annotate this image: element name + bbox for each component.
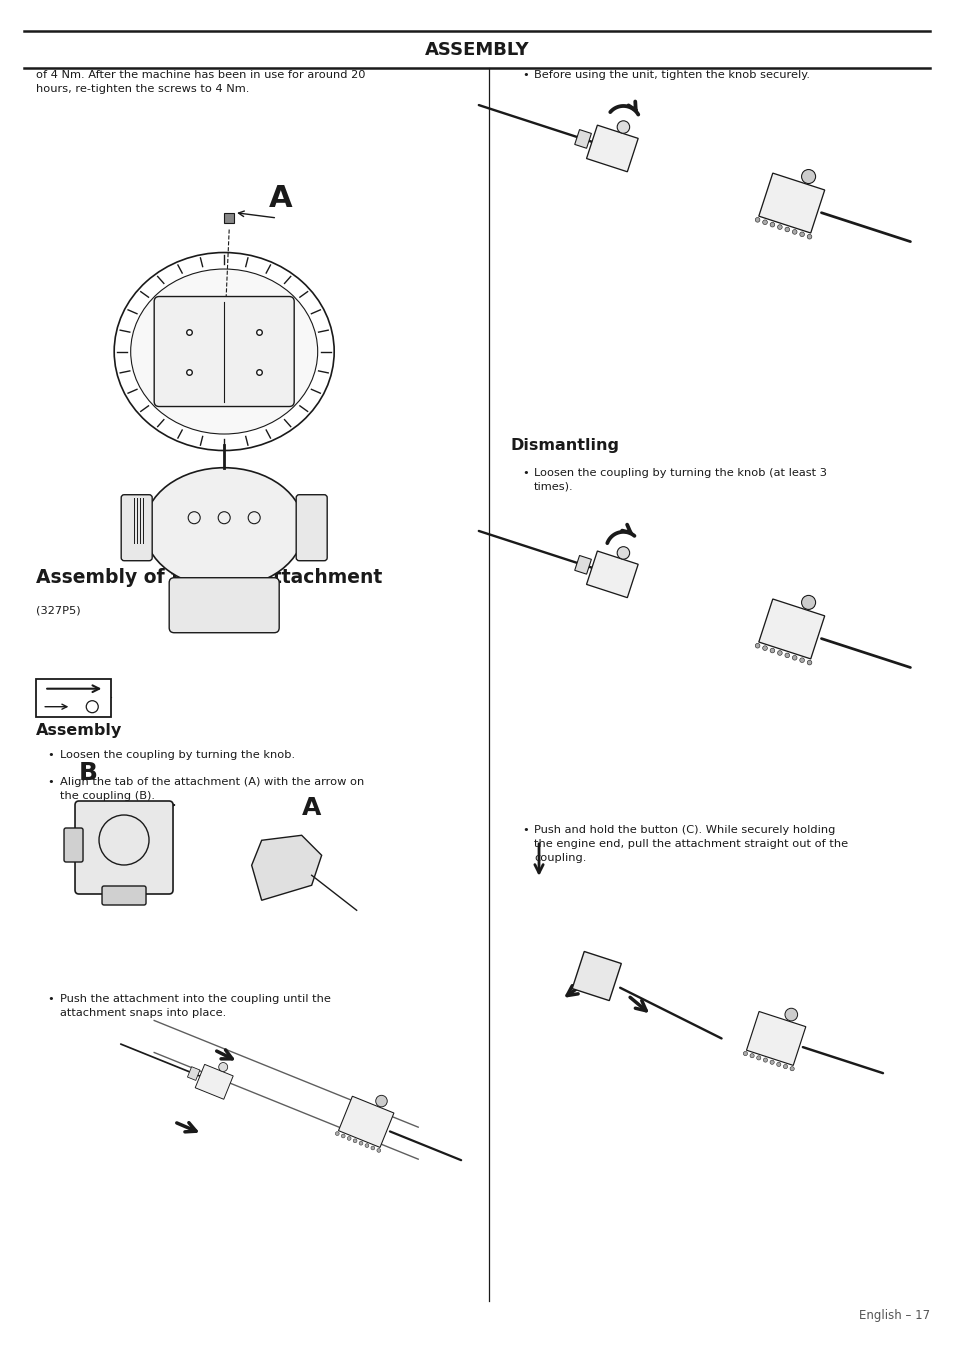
Circle shape [761, 646, 766, 650]
Circle shape [789, 1067, 794, 1071]
Text: Assembly: Assembly [36, 723, 122, 738]
Circle shape [755, 644, 760, 648]
Polygon shape [252, 836, 321, 900]
Circle shape [784, 653, 789, 657]
Text: Loosen the coupling by turning the knob (at least 3
times).: Loosen the coupling by turning the knob … [534, 468, 826, 492]
Circle shape [376, 1148, 380, 1152]
FancyBboxPatch shape [295, 495, 327, 561]
Circle shape [365, 1144, 369, 1148]
Circle shape [335, 1132, 339, 1136]
Circle shape [375, 1095, 387, 1107]
Polygon shape [195, 1064, 233, 1099]
FancyBboxPatch shape [169, 577, 279, 633]
Circle shape [792, 656, 796, 660]
Ellipse shape [144, 468, 304, 588]
Circle shape [801, 595, 815, 610]
Polygon shape [586, 126, 638, 172]
Circle shape [777, 224, 781, 230]
Circle shape [749, 1053, 754, 1057]
Text: Push the attachment into the coupling until the
attachment snaps into place.: Push the attachment into the coupling un… [60, 994, 331, 1018]
Circle shape [792, 230, 796, 234]
Text: Assembly of the saw attachment: Assembly of the saw attachment [36, 568, 382, 587]
Text: •: • [48, 777, 54, 787]
Circle shape [756, 1056, 760, 1060]
Ellipse shape [131, 269, 317, 434]
Polygon shape [572, 952, 620, 1000]
Circle shape [806, 234, 811, 239]
Circle shape [784, 227, 789, 231]
Circle shape [769, 222, 774, 227]
Polygon shape [586, 552, 638, 598]
Circle shape [742, 1052, 747, 1056]
Circle shape [617, 120, 629, 134]
Circle shape [347, 1137, 351, 1140]
Text: A: A [269, 184, 293, 214]
Circle shape [762, 1059, 767, 1063]
Circle shape [782, 1064, 787, 1068]
FancyBboxPatch shape [64, 827, 83, 863]
Text: •: • [48, 994, 54, 1003]
Text: B: B [79, 761, 98, 786]
Circle shape [799, 233, 803, 237]
Text: •: • [521, 468, 528, 477]
Text: Loosen the coupling by turning the knob.: Loosen the coupling by turning the knob. [60, 750, 294, 760]
Text: (327P5): (327P5) [36, 606, 81, 615]
Polygon shape [187, 1067, 200, 1080]
Circle shape [777, 650, 781, 656]
Polygon shape [758, 599, 823, 658]
Circle shape [799, 658, 803, 662]
Circle shape [617, 546, 629, 560]
Circle shape [353, 1138, 356, 1142]
Circle shape [776, 1063, 781, 1067]
Circle shape [769, 648, 774, 653]
Circle shape [755, 218, 760, 222]
Ellipse shape [114, 253, 334, 450]
Polygon shape [745, 1011, 805, 1065]
Polygon shape [574, 556, 591, 575]
Circle shape [371, 1146, 375, 1151]
FancyBboxPatch shape [121, 495, 152, 561]
Text: •: • [48, 750, 54, 760]
Text: of 4 Nm. After the machine has been in use for around 20
hours, re-tighten the s: of 4 Nm. After the machine has been in u… [36, 70, 365, 95]
Circle shape [784, 1009, 797, 1021]
Text: A: A [301, 796, 321, 821]
Text: •: • [521, 70, 528, 80]
Text: English – 17: English – 17 [858, 1309, 929, 1322]
Bar [36, 679, 112, 717]
FancyBboxPatch shape [154, 296, 294, 407]
Text: ASSEMBLY: ASSEMBLY [424, 41, 529, 59]
Polygon shape [758, 173, 823, 233]
FancyBboxPatch shape [102, 886, 146, 904]
Text: •: • [521, 825, 528, 834]
Polygon shape [574, 130, 591, 149]
Text: Push and hold the button (C). While securely holding
the engine end, pull the at: Push and hold the button (C). While secu… [534, 825, 847, 863]
Text: Dismantling: Dismantling [510, 438, 618, 453]
Circle shape [358, 1141, 362, 1145]
Circle shape [806, 660, 811, 665]
Circle shape [341, 1134, 345, 1138]
FancyBboxPatch shape [75, 800, 172, 894]
Circle shape [801, 169, 815, 184]
Circle shape [761, 220, 766, 224]
Text: Before using the unit, tighten the knob securely.: Before using the unit, tighten the knob … [534, 70, 809, 80]
Circle shape [218, 1063, 228, 1072]
Text: Align the tab of the attachment (A) with the arrow on
the coupling (B).: Align the tab of the attachment (A) with… [60, 777, 364, 802]
Circle shape [769, 1060, 774, 1064]
Polygon shape [338, 1096, 394, 1148]
